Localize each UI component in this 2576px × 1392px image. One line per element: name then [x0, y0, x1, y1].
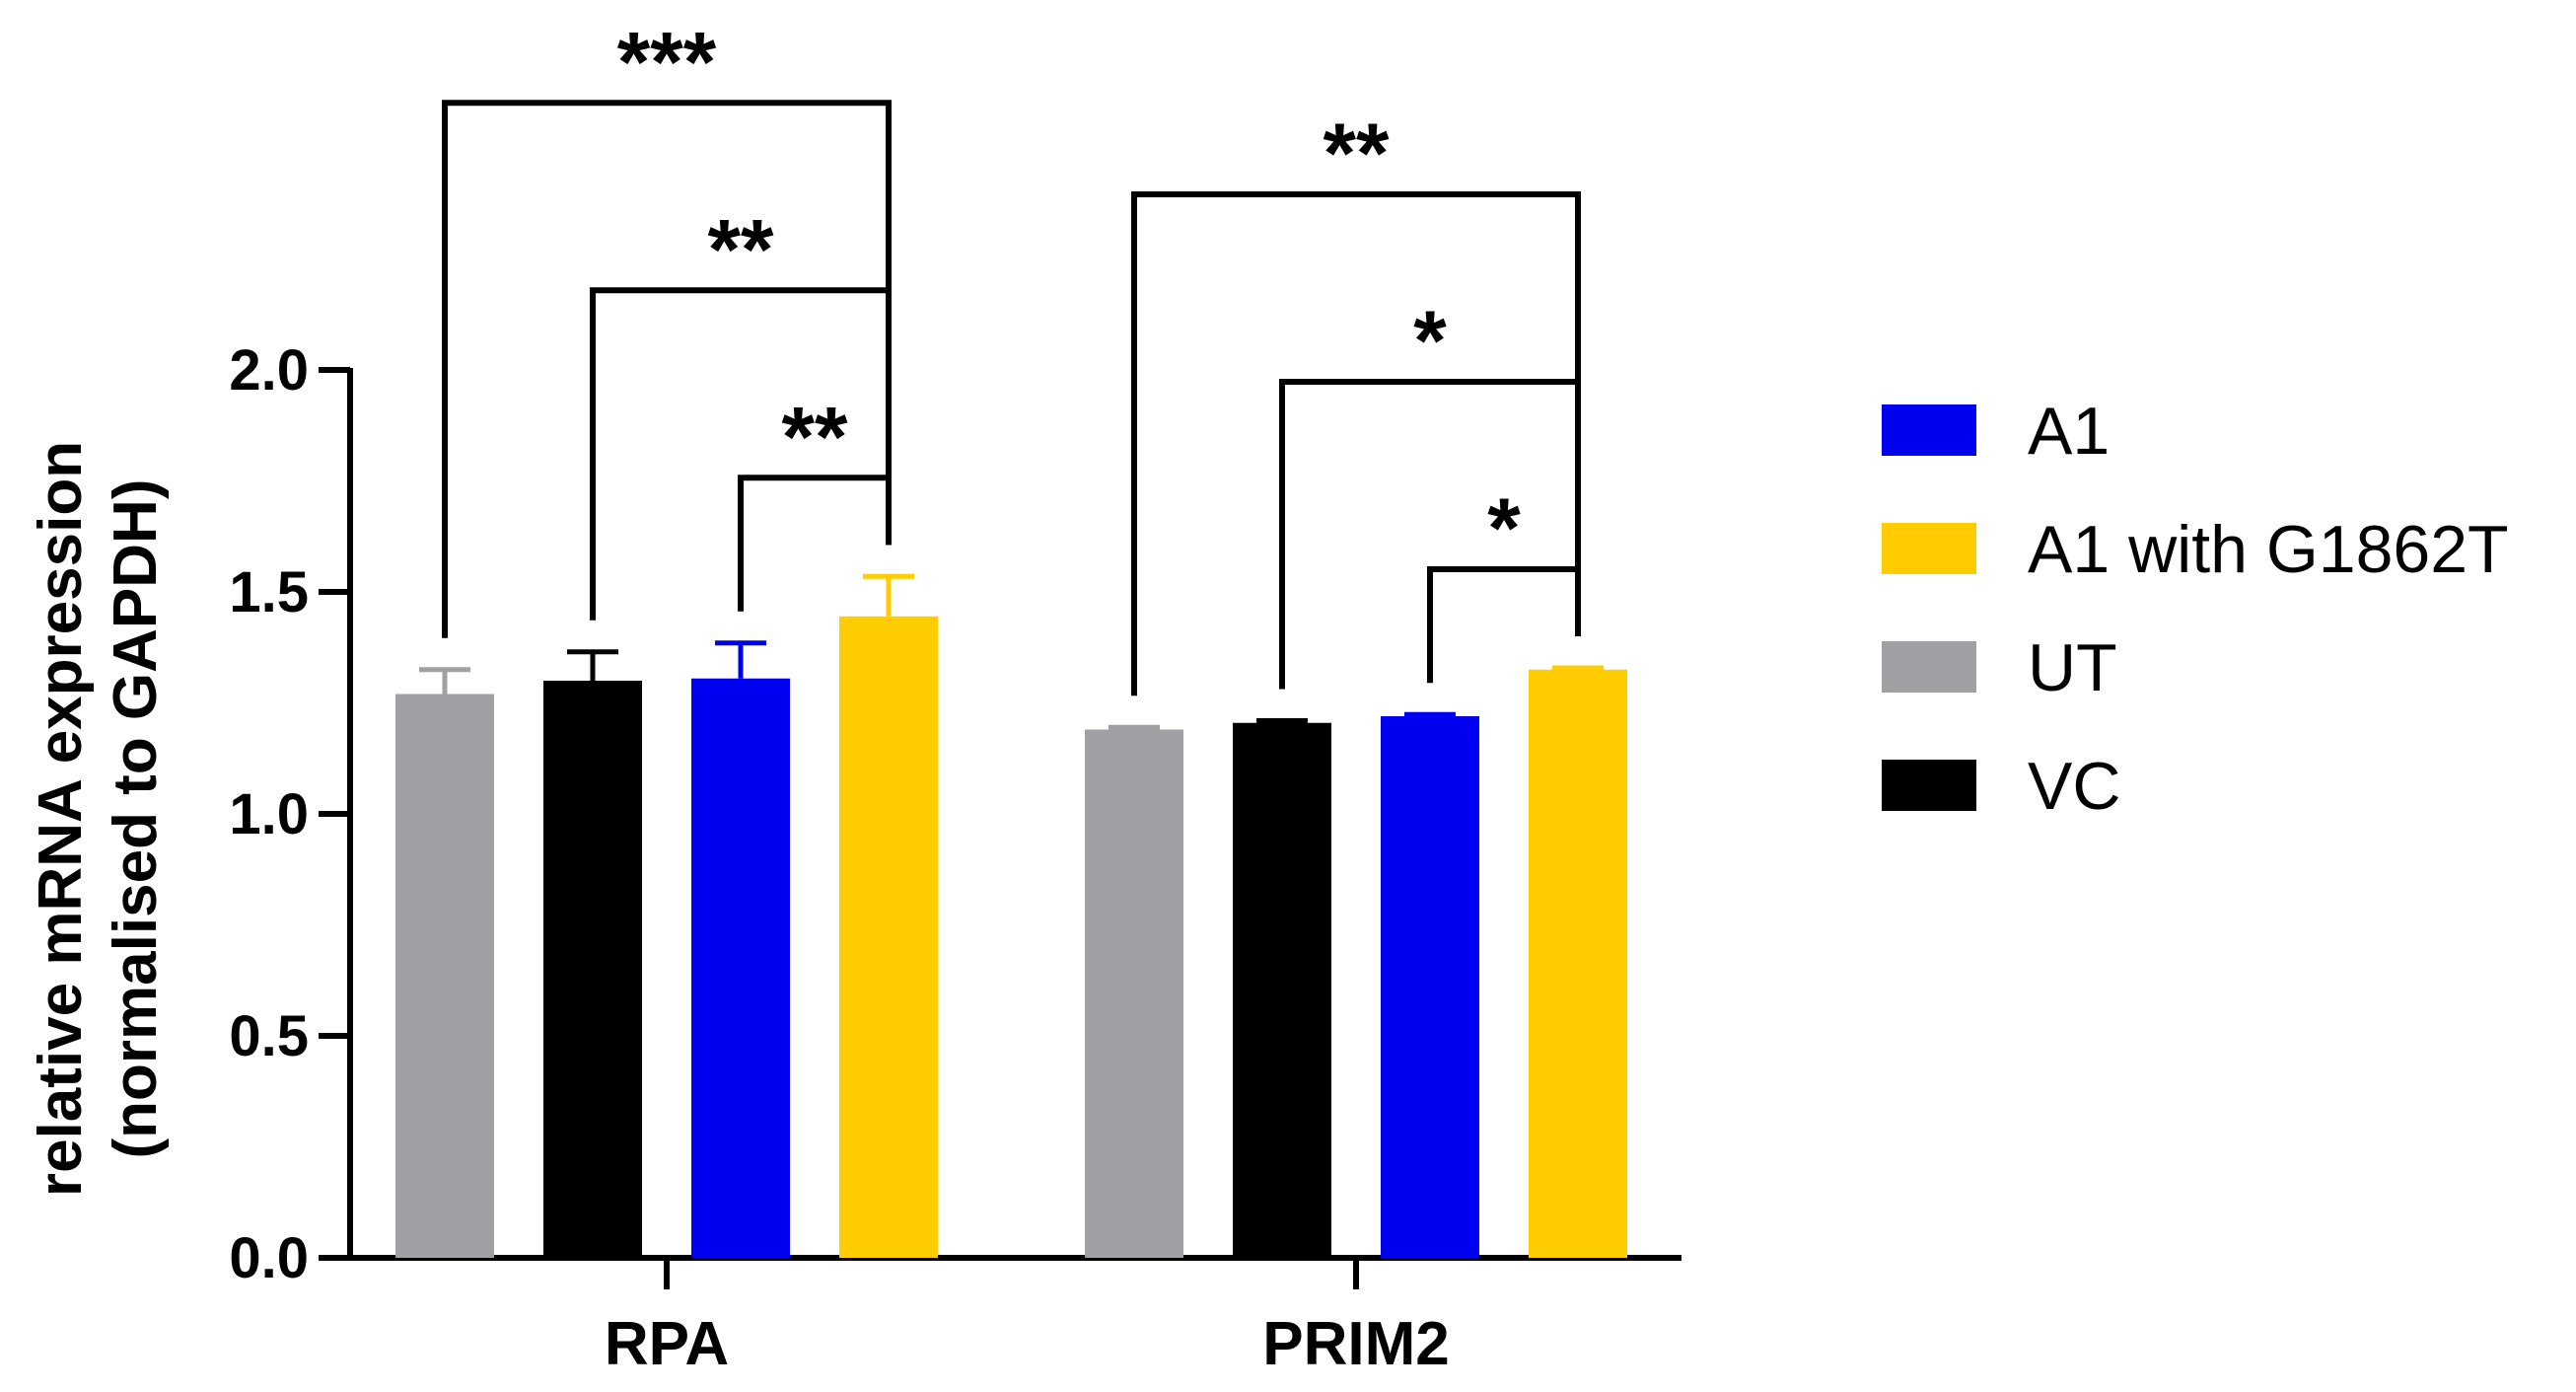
significance-label: ** — [1324, 107, 1390, 201]
significance-brackets: *********** — [442, 15, 1581, 696]
x-category-label: PRIM2 — [1262, 1310, 1449, 1378]
bar — [839, 616, 938, 1258]
y-tick-label: 2.0 — [229, 338, 309, 403]
bar — [395, 694, 494, 1258]
bar — [1233, 722, 1331, 1258]
legend-swatch — [1882, 641, 1976, 693]
bar — [1381, 716, 1479, 1258]
significance-label: *** — [617, 15, 717, 110]
legend-swatch — [1882, 523, 1976, 574]
legend-label: A1 — [2028, 394, 2110, 469]
legend-swatch — [1882, 404, 1976, 456]
bar — [1085, 729, 1183, 1258]
legend-label: UT — [2028, 630, 2117, 705]
significance-bracket — [738, 475, 892, 612]
significance-label: ** — [708, 202, 774, 297]
legend-swatch — [1882, 760, 1976, 811]
y-axis-label-sub: (normalised to GAPDH) — [102, 479, 170, 1159]
y-tick-label: 0.5 — [229, 1004, 309, 1068]
bars — [395, 573, 1627, 1258]
significance-label: ** — [782, 390, 848, 484]
y-tick-label: 0.0 — [229, 1226, 309, 1290]
legend-label: A1 with G1862T — [2028, 512, 2509, 587]
significance-label: * — [1487, 481, 1521, 576]
bar — [691, 678, 790, 1258]
legend: A1 A1 with G1862T UT VC — [1882, 394, 2509, 824]
axes: 0.0 0.5 1.0 1.5 2.0 RPA PRIM2 — [229, 338, 1682, 1378]
legend-label: VC — [2028, 749, 2120, 824]
y-axis-label: relative mRNA expression — [27, 441, 95, 1197]
y-tick-label: 1.0 — [229, 782, 309, 846]
y-axis-label-group: relative mRNA expression (normalised to … — [27, 441, 170, 1197]
significance-bracket — [442, 100, 892, 638]
bar — [1529, 669, 1627, 1258]
significance-bracket — [1131, 190, 1581, 696]
significance-label: * — [1413, 294, 1447, 389]
y-tick-label: 1.5 — [229, 560, 309, 624]
x-category-label: RPA — [605, 1310, 729, 1378]
bar — [543, 681, 642, 1258]
